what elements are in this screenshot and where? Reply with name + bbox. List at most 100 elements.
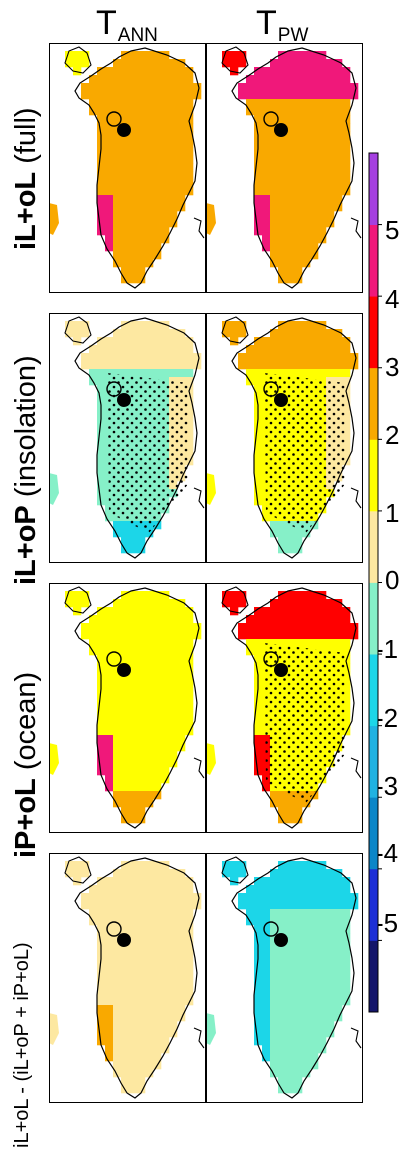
land-cell — [254, 727, 263, 736]
land-cell — [145, 933, 154, 942]
land-cell — [73, 861, 82, 870]
land-cell — [145, 115, 154, 124]
land-cell — [262, 83, 271, 92]
land-cell — [65, 869, 74, 878]
land-cell — [97, 441, 106, 450]
land-cell — [278, 599, 287, 608]
land-cell — [310, 1013, 319, 1022]
land-cell — [153, 227, 162, 236]
land-cell — [294, 243, 303, 252]
land-cell — [246, 353, 255, 362]
land-cell — [161, 941, 170, 950]
land-cell — [278, 949, 287, 958]
land-cell — [121, 965, 130, 974]
land-cell — [326, 1005, 335, 1014]
land-cell — [81, 631, 90, 640]
map-panel — [206, 313, 363, 563]
land-cell — [81, 353, 90, 362]
land-cell — [97, 727, 106, 736]
land-cell — [254, 211, 263, 220]
land-cell — [145, 67, 154, 76]
land-cell — [318, 917, 327, 926]
land-cell — [145, 83, 154, 92]
land-cell — [326, 139, 335, 148]
land-cell — [294, 227, 303, 236]
land-cell — [185, 91, 194, 100]
land-cell — [153, 171, 162, 180]
land-cell — [310, 623, 319, 632]
land-cell — [254, 1013, 263, 1022]
land-cell — [302, 1037, 311, 1046]
land-cell — [121, 1053, 130, 1062]
land-cell — [161, 767, 170, 776]
land-cell — [278, 981, 287, 990]
land-cell — [113, 345, 122, 354]
land-cell — [270, 345, 279, 354]
land-cell — [145, 155, 154, 164]
land-cell — [97, 465, 106, 474]
land-cell — [97, 353, 106, 362]
land-cell — [193, 353, 202, 362]
land-cell — [121, 353, 130, 362]
land-cell — [137, 203, 146, 212]
land-cell — [73, 59, 82, 68]
land-cell — [294, 877, 303, 886]
land-cell — [121, 759, 130, 768]
land-cell — [137, 139, 146, 148]
land-cell — [302, 139, 311, 148]
land-cell — [334, 123, 343, 132]
land-cell — [278, 75, 287, 84]
column-title-tpw: TPW — [256, 4, 308, 47]
land-cell — [294, 623, 303, 632]
land-cell — [342, 909, 351, 918]
land-cell — [153, 885, 162, 894]
land-cell — [121, 893, 130, 902]
land-cell — [145, 695, 154, 704]
land-cell — [294, 1005, 303, 1014]
land-cell — [342, 893, 351, 902]
land-cell — [169, 703, 178, 712]
land-cell — [185, 187, 194, 196]
land-cell — [113, 211, 122, 220]
land-cell — [161, 711, 170, 720]
land-cell — [105, 203, 114, 212]
land-cell — [145, 861, 154, 870]
land-cell — [342, 75, 351, 84]
land-cell — [105, 1013, 114, 1022]
land-cell — [145, 131, 154, 140]
land-cell — [121, 687, 130, 696]
land-cell — [270, 941, 279, 950]
land-cell — [326, 599, 335, 608]
land-cell — [137, 981, 146, 990]
land-cell — [230, 877, 239, 886]
land-cell — [97, 369, 106, 378]
land-cell — [113, 361, 122, 370]
land-cell — [145, 965, 154, 974]
land-cell — [222, 51, 231, 60]
land-cell — [278, 235, 287, 244]
land-cell — [270, 227, 279, 236]
land-cell — [153, 1045, 162, 1054]
land-cell — [294, 591, 303, 600]
land-cell — [97, 647, 106, 656]
land-cell — [153, 719, 162, 728]
marker-filled-circle — [117, 663, 131, 677]
land-cell — [161, 147, 170, 156]
land-cell — [113, 115, 122, 124]
land-cell — [326, 901, 335, 910]
land-cell — [270, 147, 279, 156]
land-cell — [326, 965, 335, 974]
land-cell — [153, 671, 162, 680]
land-cell — [278, 1045, 287, 1054]
land-cell — [161, 893, 170, 902]
land-cell — [113, 901, 122, 910]
land-cell — [246, 631, 255, 640]
land-cell — [169, 369, 178, 378]
land-cell — [270, 203, 279, 212]
land-cell — [294, 51, 303, 60]
land-cell — [137, 163, 146, 172]
land-cell — [113, 687, 122, 696]
land-cell — [270, 219, 279, 228]
land-cell — [89, 901, 98, 910]
land-cell — [286, 131, 295, 140]
